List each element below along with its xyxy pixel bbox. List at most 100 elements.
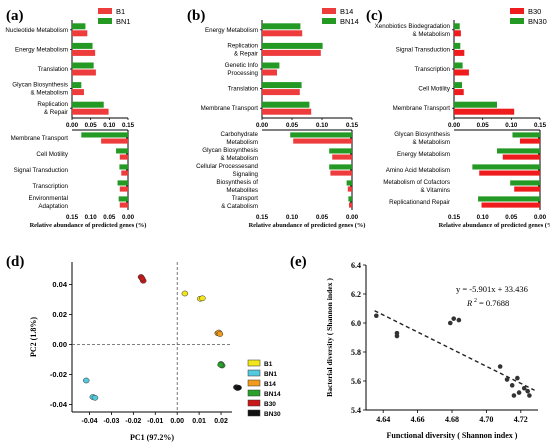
- legend-label-B30: B30: [264, 401, 276, 408]
- category-label: Replication & Repair: [227, 42, 258, 57]
- category-label: Metabolism of Cofactors & Vitamins: [383, 179, 450, 194]
- bar-panel-0: Nucleotide Metabolism Energy Metabolism Tr…: [5, 7, 146, 229]
- category-label: Cellular Processesand Signaling: [196, 163, 258, 178]
- bar-BN30: [472, 164, 540, 170]
- legend-swatch-BN1: [247, 369, 261, 377]
- bar-B30: [454, 30, 461, 37]
- y-tick-label: -0.02: [50, 370, 67, 379]
- bar-BN30: [454, 62, 463, 69]
- x-tick-label: 0.15: [122, 122, 135, 129]
- r-squared-exponent: 2: [474, 298, 477, 304]
- legend-swatch-B30: [247, 399, 261, 407]
- bar-BN1: [72, 23, 86, 30]
- category-label: Xenobiotics Biodegradation & Metabolism: [375, 23, 451, 38]
- bar-BN30: [454, 42, 461, 49]
- legend-swatch-BN1: [98, 18, 112, 24]
- category-label: Signal Transduction: [14, 167, 69, 174]
- data-point: [516, 390, 522, 395]
- bar-B14: [349, 202, 352, 208]
- x-tick-label: 0.01: [192, 418, 206, 425]
- legend-label-B14: B14: [264, 381, 276, 388]
- x-tick-label: -0.04: [82, 418, 98, 425]
- point-BN1: [91, 394, 99, 401]
- panel-label-a: (a): [6, 8, 24, 24]
- category-label: Energy Metabolism: [15, 46, 68, 53]
- data-point: [497, 364, 503, 369]
- category-label: Glycan Biosynthesis & Metabolism: [12, 82, 68, 97]
- bar-B1: [72, 89, 84, 96]
- category-label: Biosynthesis of Metabolites: [216, 179, 258, 194]
- bar-BN1: [81, 132, 128, 138]
- x-tick-label: 0.05: [103, 214, 116, 221]
- bar-BN1: [72, 101, 104, 108]
- data-point: [527, 393, 532, 398]
- bar-B1: [72, 49, 96, 56]
- bar-B30: [479, 170, 540, 176]
- x-tick-label: 0.05: [316, 214, 329, 221]
- x-tick-label: 0.05: [85, 122, 98, 129]
- r-squared-value: = 0.7688: [479, 298, 509, 308]
- panel-label-d: (d): [6, 254, 24, 270]
- panel-label-b: (b): [187, 8, 205, 24]
- point-BN30: [235, 384, 242, 391]
- x-tick-label: 0.15: [66, 214, 79, 221]
- category-label: Transcription: [414, 66, 450, 73]
- bar-panels: Nucleotide Metabolism Energy Metabolism Tr…: [5, 7, 550, 229]
- bar-BN1: [72, 62, 94, 69]
- x-axis-title: Relative abundance of predicted genes (%…: [249, 222, 366, 229]
- x-tick-label: 0.15: [256, 214, 269, 221]
- y-tick-label: 5.8: [351, 348, 361, 357]
- bar-B14: [262, 89, 300, 96]
- y-axis-title: PC2 (1.8%): [29, 317, 38, 357]
- bar-B1: [119, 202, 128, 208]
- category-label: Cell Motility: [36, 151, 69, 158]
- bar-B1: [119, 154, 128, 160]
- point-B1: [181, 290, 189, 297]
- legend-label-B14: B14: [340, 7, 353, 16]
- category-label: Glycan Biosynthesis & Metabolism: [202, 147, 258, 162]
- bar-BN1: [72, 82, 82, 89]
- bar-B14: [330, 170, 352, 176]
- bar-BN14: [329, 164, 352, 170]
- bar-B1: [121, 170, 128, 176]
- bar-BN14: [262, 62, 280, 69]
- category-label: Genetic Info Processing: [225, 62, 259, 77]
- point-B30: [138, 275, 146, 282]
- x-tick-label: 0.10: [85, 214, 98, 221]
- data-point: [511, 393, 517, 398]
- data-point: [374, 313, 379, 319]
- x-tick-label: 0.15: [448, 214, 461, 221]
- legend-swatch-BN14: [247, 389, 261, 397]
- x-tick-label: -0.01: [147, 418, 163, 425]
- point-BN14: [217, 361, 224, 368]
- bar-B14: [347, 186, 352, 192]
- x-tick-label: 4.72: [514, 415, 528, 424]
- y-axis-title: Bacterial diversity ( Shannon index ): [325, 278, 334, 397]
- panel-label-e: (e): [290, 254, 307, 270]
- top-section: Xenobiotics Biodegradation & Metabolism Si…: [375, 20, 547, 129]
- bar-B30: [481, 202, 540, 208]
- category-label: Environmental Adaptation: [28, 195, 68, 210]
- legend-swatch-BN30: [247, 409, 261, 417]
- pca-panel: -0.04 -0.03 -0.02 -0.01 0.00 0.01 0.02 0.04 0.02…: [29, 262, 281, 442]
- x-tick-label: -0.02: [125, 418, 141, 425]
- regression-equation: y = -5.901x + 33.436: [456, 284, 528, 294]
- bar-BN14: [329, 148, 352, 154]
- bar-BN14: [262, 23, 301, 30]
- bar-BN14: [262, 101, 310, 108]
- x-tick-label: 0.00: [66, 122, 79, 129]
- x-axis-title: Relative abundance of predicted genes (%…: [30, 222, 147, 229]
- x-tick-label: 0.10: [505, 122, 518, 129]
- legend-label-BN30: BN30: [264, 411, 281, 418]
- legend-label-BN14: BN14: [264, 391, 281, 398]
- category-label: Glycan Biosynthesis & Metabolism: [394, 131, 450, 146]
- data-point: [509, 383, 515, 388]
- bar-B1: [72, 30, 88, 37]
- legend-label-B1: B1: [116, 7, 125, 16]
- x-tick-label: 0.10: [477, 214, 490, 221]
- point-B1: [199, 295, 206, 302]
- bar-BN1: [116, 148, 128, 154]
- top-section: Energy Metabolism Replication & Repair Gene…: [201, 20, 359, 129]
- x-tick-label: 0.00: [170, 418, 184, 425]
